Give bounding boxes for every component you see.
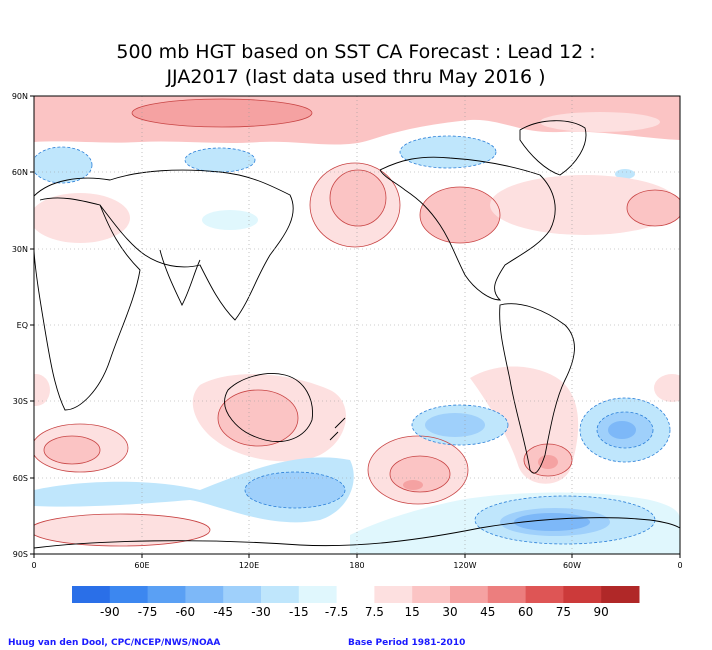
pos-anomaly-south-indian-west <box>34 374 50 406</box>
pos-anomaly-south-america-max <box>538 455 558 469</box>
pos-anomaly-atlantic <box>490 175 680 235</box>
legend-label: -60 <box>176 605 196 619</box>
neg-anomaly-antarctic-east-core <box>514 513 590 531</box>
lat-label: 30S <box>13 397 28 406</box>
legend-label: 75 <box>556 605 571 619</box>
legend-swatch <box>563 586 602 603</box>
pos-anomaly-australia-core <box>218 390 298 446</box>
base-period-text: Base Period 1981-2010 <box>348 638 466 648</box>
legend-swatch <box>261 586 300 603</box>
chart-title: 500 mb HGT based on SST CA Forecast : Le… <box>0 40 712 90</box>
pos-anomaly-south-pacific-max <box>403 480 423 490</box>
title-line-2: JJA2017 (last data used thru May 2016 ) <box>166 66 546 88</box>
lat-label: 60S <box>13 474 28 483</box>
neg-anomaly-greenland-west <box>34 147 92 183</box>
axis-ticks <box>30 95 681 558</box>
legend-swatch <box>185 586 224 603</box>
legend-swatch <box>374 586 413 603</box>
legend-label: -30 <box>251 605 271 619</box>
legend-label: 90 <box>594 605 609 619</box>
graticule <box>34 96 680 554</box>
legend-label: 30 <box>442 605 457 619</box>
neg-anomaly-south-atlantic-east-core <box>608 421 636 439</box>
credit-text: Huug van den Dool, CPC/NCEP/NWS/NOAA <box>8 638 221 648</box>
neg-anomaly-siberia <box>185 148 255 172</box>
pos-anomaly-south-atlantic-core <box>44 436 100 464</box>
legend-label: -7.5 <box>325 605 348 619</box>
lon-label: 120W <box>453 561 476 570</box>
lon-label: 60W <box>563 561 581 570</box>
legend-swatch <box>525 586 564 603</box>
pos-anomaly-north-pacific-core <box>330 170 386 226</box>
legend-swatch <box>487 586 527 603</box>
legend-swatch <box>72 586 111 603</box>
legend-swatch <box>601 586 640 603</box>
legend-swatch <box>336 586 375 603</box>
legend-swatch <box>450 586 489 603</box>
coastlines <box>34 120 680 549</box>
legend-swatch <box>109 586 149 603</box>
neg-anomaly-atlantic-small <box>615 169 635 179</box>
pos-anomaly-europe <box>34 193 130 243</box>
positive-contours <box>34 98 680 547</box>
legend-swatch <box>298 586 338 603</box>
lon-label: 60E <box>134 561 149 570</box>
legend-label: -90 <box>100 605 120 619</box>
pos-anomaly-south-indian-east <box>654 374 680 402</box>
legend-label: -45 <box>213 605 233 619</box>
negative-contours <box>34 135 671 545</box>
lat-label: 90S <box>13 550 28 559</box>
lat-label: 90N <box>12 92 28 101</box>
lat-label: EQ <box>17 321 28 330</box>
legend-label: 7.5 <box>365 605 384 619</box>
lon-label: 0 <box>31 561 36 570</box>
neg-anomaly-southern-ocean-core <box>245 472 345 508</box>
title-line-1: 500 mb HGT based on SST CA Forecast : Le… <box>116 41 596 63</box>
lat-label: 60N <box>12 168 28 177</box>
legend-label: -15 <box>289 605 309 619</box>
legend-label: 45 <box>480 605 495 619</box>
pos-anomaly-atlantic-core <box>627 190 680 226</box>
legend-swatch <box>412 586 451 603</box>
neg-anomaly-asia <box>202 210 258 230</box>
color-legend: -90 -75 -60 -45 -30 -15 -7.5 7.5 15 30 45 60 75 90 <box>72 586 640 619</box>
neg-anomaly-south-pacific-north-core <box>425 413 485 437</box>
pos-anomaly-antarctic <box>34 514 210 546</box>
legend-swatch <box>147 586 186 603</box>
legend-label: 15 <box>405 605 420 619</box>
lon-label: 0 <box>677 561 682 570</box>
latitude-labels: 90N 60N 30N EQ 30S 60S 90S <box>12 92 28 559</box>
pos-anomaly-north-america <box>420 187 500 243</box>
anomaly-shading <box>34 96 680 554</box>
legend-swatch <box>223 586 262 603</box>
arctic-positive-east <box>540 112 660 132</box>
longitude-labels: 0 60E 120E 180 120W 60W 0 <box>31 561 682 570</box>
arctic-positive-core <box>132 99 312 127</box>
lat-label: 30N <box>12 245 28 254</box>
lon-label: 180 <box>349 561 364 570</box>
legend-label: -75 <box>138 605 158 619</box>
legend-label: 60 <box>518 605 533 619</box>
lon-label: 120E <box>239 561 259 570</box>
